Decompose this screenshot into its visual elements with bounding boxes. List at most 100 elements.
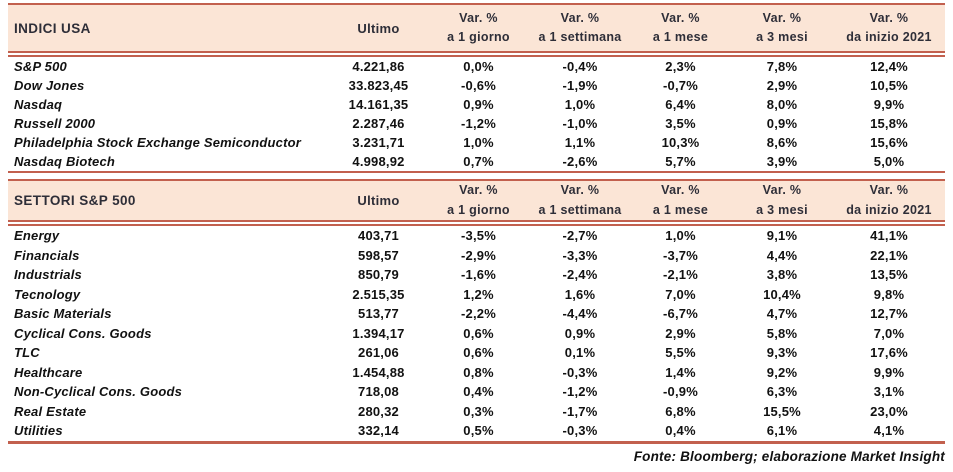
var-value: 1,0% — [564, 97, 596, 112]
var-value: 1,4% — [665, 364, 696, 380]
row-label: Non-Cyclical Cons. Goods — [14, 384, 183, 400]
var-value: 6,1% — [766, 423, 798, 439]
var-value: -4,4% — [562, 306, 598, 322]
column-header-var-1-settimana: Var. % a 1 settimana — [530, 181, 630, 220]
ultimo-value: 3.231,71 — [352, 135, 405, 150]
table-row: Cyclical Cons. Goods 1.394,17 0,6% 0,9% 2,9%… — [8, 324, 945, 344]
column-header-var-da-inizio-2021: Var. % da inizio 2021 — [833, 9, 945, 48]
var-value: 4,4% — [766, 247, 798, 263]
var-value: 0,1% — [564, 345, 596, 361]
row-label: Dow Jones — [14, 78, 85, 93]
var-value: 4,7% — [766, 306, 798, 322]
ultimo-value: 2.287,46 — [352, 116, 405, 131]
ultimo-value: 850,79 — [358, 267, 399, 283]
column-header-var-1-mese: Var. % a 1 mese — [630, 9, 731, 48]
source-note: Fonte: Bloomberg; elaborazione Market In… — [633, 448, 945, 464]
var-value: 9,2% — [766, 364, 798, 380]
indici-usa-rows: S&P 500 4.221,86 0,0% -0,4% 2,3% 7,8% 12,4% Dow… — [8, 57, 945, 171]
var-value: 12,4% — [870, 59, 908, 74]
var-period: da inizio 2021 — [846, 202, 932, 217]
ultimo-value: 2.515,35 — [352, 286, 405, 302]
var-value: 10,5% — [870, 78, 908, 93]
ultimo-value: 332,14 — [358, 423, 399, 439]
var-value: -2,2% — [461, 306, 496, 322]
var-value: 6,4% — [665, 97, 696, 112]
var-value: 0,5% — [463, 423, 494, 439]
var-value: 0,4% — [665, 423, 696, 439]
row-label: Healthcare — [14, 364, 83, 380]
column-header-var-3-mesi: Var. % a 3 mesi — [731, 181, 833, 220]
var-period: a 1 mese — [652, 202, 709, 217]
table-bottom-rule — [8, 440, 945, 444]
var-value: 0,3% — [463, 403, 494, 419]
var-value: 6,3% — [766, 384, 798, 400]
section-header-settori-sp500: SETTORI S&P 500 Ultimo Var. % a 1 giorno… — [8, 179, 945, 220]
var-value: -3,5% — [461, 228, 496, 244]
ultimo-value: 1.394,17 — [352, 325, 405, 341]
row-label: Russell 2000 — [14, 116, 96, 131]
var-value: -0,6% — [461, 78, 496, 93]
section-bottom-rule — [8, 171, 945, 173]
section-title: SETTORI S&P 500 — [14, 193, 136, 208]
section-title: INDICI USA — [14, 20, 91, 36]
var-value: -2,6% — [562, 154, 598, 169]
header-double-rule — [8, 220, 945, 226]
var-value: 0,7% — [463, 154, 494, 169]
ultimo-value: 598,57 — [358, 247, 399, 263]
section-indici-usa: INDICI USA Ultimo Var. % a 1 giorno Var.… — [8, 3, 945, 173]
var-value: 0,6% — [463, 345, 494, 361]
var-label: Var. % — [459, 10, 498, 25]
var-period: a 3 mesi — [756, 30, 808, 44]
var-period: a 1 settimana — [538, 30, 622, 44]
var-label: Var. % — [869, 183, 909, 198]
ultimo-value: 513,77 — [358, 306, 399, 322]
var-value: -0,9% — [663, 384, 698, 400]
var-label: Var. % — [762, 183, 802, 198]
var-label: Var. % — [560, 10, 600, 25]
row-label: Nasdaq Biotech — [14, 154, 116, 169]
var-value: 1,1% — [564, 135, 596, 150]
var-value: 5,5% — [665, 345, 696, 361]
var-value: -3,7% — [663, 247, 698, 263]
var-value: 9,3% — [766, 345, 798, 361]
var-value: 0,4% — [463, 384, 494, 400]
section-header-indici-usa: INDICI USA Ultimo Var. % a 1 giorno Var.… — [8, 3, 945, 51]
var-label: Var. % — [459, 183, 498, 198]
var-period: a 1 mese — [652, 30, 709, 44]
var-value: 5,7% — [665, 154, 696, 169]
var-value: -2,9% — [461, 247, 496, 263]
var-value: 7,0% — [665, 286, 696, 302]
var-value: 0,8% — [463, 364, 494, 380]
table-row: S&P 500 4.221,86 0,0% -0,4% 2,3% 7,8% 12,4% — [8, 57, 945, 76]
var-value: 3,5% — [665, 116, 696, 131]
row-label: Basic Materials — [14, 306, 112, 322]
table-row: Russell 2000 2.287,46 -1,2% -1,0% 3,5% 0,9% 15… — [8, 114, 945, 133]
var-value: -1,2% — [461, 116, 496, 131]
table-row: Basic Materials 513,77 -2,2% -4,4% -6,7% 4,7%… — [8, 304, 945, 324]
var-value: -0,3% — [562, 364, 598, 380]
var-label: Var. % — [762, 10, 802, 25]
var-value: 2,9% — [665, 325, 696, 341]
row-label: Real Estate — [14, 403, 87, 419]
var-value: 7,0% — [873, 325, 905, 341]
var-value: 10,3% — [661, 135, 700, 150]
var-value: 1,6% — [564, 286, 596, 302]
section-settori-sp500: SETTORI S&P 500 Ultimo Var. % a 1 giorno… — [8, 179, 945, 444]
var-value: -6,7% — [663, 306, 698, 322]
table-row: Nasdaq 14.161,35 0,9% 1,0% 6,4% 8,0% 9,9% — [8, 95, 945, 114]
var-period: a 3 mesi — [756, 202, 808, 217]
var-value: 13,5% — [870, 267, 908, 283]
column-header-var-1-mese: Var. % a 1 mese — [630, 181, 731, 220]
var-value: -0,3% — [562, 423, 598, 439]
var-value: 0,6% — [463, 325, 494, 341]
var-value: 2,9% — [766, 78, 798, 93]
column-header-ultimo: Ultimo — [357, 20, 400, 36]
row-label: Nasdaq — [14, 97, 63, 112]
table-row: Philadelphia Stock Exchange Semiconducto… — [8, 133, 945, 152]
var-value: 0,9% — [463, 97, 494, 112]
ultimo-value: 4.221,86 — [352, 59, 405, 74]
var-value: 15,6% — [870, 135, 908, 150]
var-label: Var. % — [661, 10, 700, 25]
var-value: 41,1% — [870, 228, 908, 244]
table-row: Healthcare 1.454,88 0,8% -0,3% 1,4% 9,2% 9,9% — [8, 363, 945, 383]
